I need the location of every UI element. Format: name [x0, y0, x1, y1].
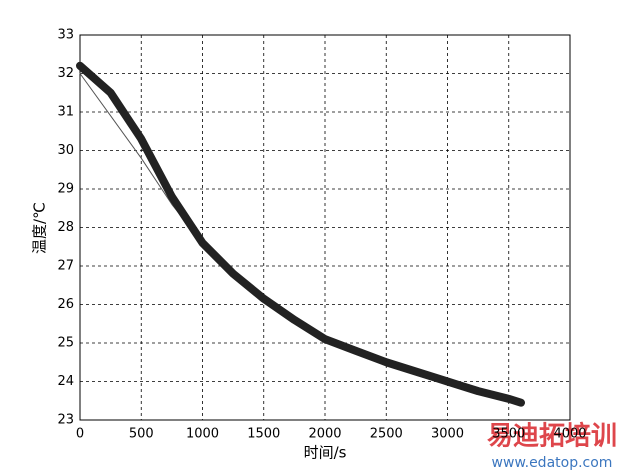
- x-tick-label: 3000: [431, 427, 464, 442]
- x-tick-label: 4000: [553, 427, 586, 442]
- x-tick-label: 2500: [370, 427, 403, 442]
- y-tick-label: 24: [57, 374, 74, 389]
- y-tick-label: 31: [57, 105, 74, 120]
- x-tick-label: 0: [76, 427, 84, 442]
- y-tick-label: 25: [57, 336, 74, 351]
- y-tick-label: 28: [57, 220, 74, 235]
- plot-frame: [79, 34, 571, 421]
- y-tick-label: 33: [57, 28, 74, 43]
- x-tick-label: 2000: [308, 427, 341, 442]
- y-tick-label: 26: [57, 297, 74, 312]
- x-axis-label: 时间/s: [304, 444, 347, 462]
- x-tick-label: 500: [129, 427, 154, 442]
- y-tick-label: 23: [57, 413, 74, 428]
- x-tick-label: 1500: [247, 427, 280, 442]
- y-tick-label: 32: [57, 66, 74, 81]
- y-tick-label: 29: [57, 182, 74, 197]
- x-tick-label: 3500: [492, 427, 525, 442]
- watermark-brand: 易迪拓培训: [487, 422, 617, 452]
- y-tick-label: 30: [57, 143, 74, 158]
- x-tick-label: 1000: [186, 427, 219, 442]
- watermark-url: www.edatop.com: [492, 455, 613, 471]
- measured-line: [76, 61, 525, 407]
- y-tick-label: 27: [57, 259, 74, 274]
- y-axis-label: 温度/℃: [31, 202, 49, 254]
